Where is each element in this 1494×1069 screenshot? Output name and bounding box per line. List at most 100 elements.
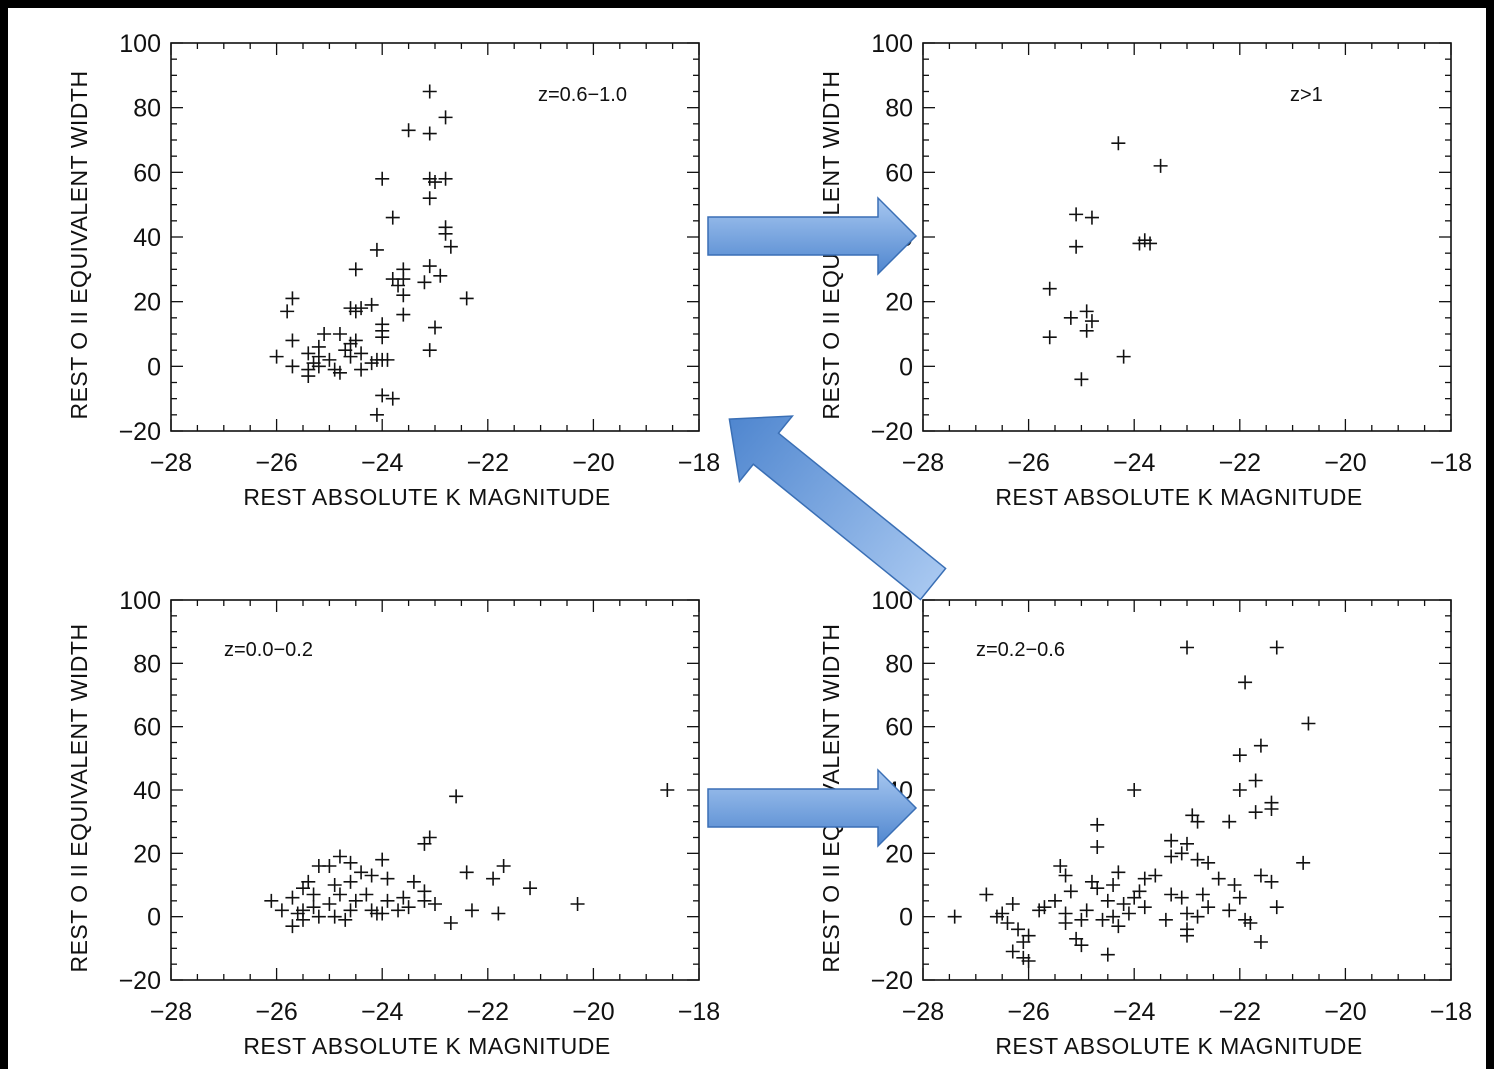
y-tick-label: 80	[885, 95, 913, 123]
data-point-plus-marker	[1074, 912, 1089, 927]
data-point-plus-marker	[438, 171, 453, 186]
y-tick-label: 40	[133, 777, 161, 805]
data-point-plus-marker	[1264, 874, 1279, 889]
data-point-plus-marker	[1164, 833, 1179, 848]
x-tick-label: −28	[902, 449, 944, 477]
y-tick-label: 60	[885, 159, 913, 187]
y-tick-label: 80	[133, 95, 161, 123]
data-point-plus-marker	[369, 906, 384, 921]
y-axis-label: REST O II EQUIVALENT WIDTH	[66, 623, 92, 972]
y-tick-label: 100	[119, 587, 161, 615]
data-point-plus-marker	[375, 852, 390, 867]
data-point-plus-marker	[380, 871, 395, 886]
data-point-plus-marker	[1053, 859, 1068, 873]
data-point-plus-marker	[1090, 840, 1105, 854]
y-tick-label: 100	[871, 30, 913, 58]
data-point-plus-marker	[1248, 773, 1263, 788]
data-point-plus-marker	[1253, 738, 1268, 753]
data-point-plus-marker	[1180, 640, 1194, 655]
y-tick-label: 60	[133, 714, 161, 742]
y-tick-label: −20	[119, 418, 161, 446]
x-tick-label: −24	[1113, 998, 1156, 1026]
data-point-plus-marker	[364, 297, 379, 312]
data-point-plus-marker	[317, 327, 332, 341]
data-point-plus-marker	[301, 369, 316, 384]
data-point-plus-marker	[1269, 900, 1284, 915]
data-point-plus-marker	[491, 906, 506, 921]
data-point-plus-marker	[1111, 919, 1126, 934]
data-point-plus-marker	[1106, 878, 1121, 892]
data-point-plus-marker	[428, 320, 442, 335]
x-tick-label: −26	[1007, 998, 1049, 1026]
data-point-plus-marker	[496, 859, 511, 873]
data-point-plus-marker	[1079, 903, 1094, 918]
data-point-plus-marker	[327, 909, 342, 924]
data-point-plus-marker	[285, 359, 300, 374]
data-point-plus-marker	[1127, 783, 1142, 797]
data-point-plus-marker	[459, 291, 474, 306]
data-point-plus-marker	[327, 878, 342, 892]
data-point-plus-marker	[1153, 158, 1168, 173]
data-points	[947, 640, 1316, 968]
four-panel-scatter-figure: −28 −26 −24 −22 −20 −18 −20 0 20 40 60 80 100 REST AB…	[66, 30, 1472, 1059]
data-point-plus-marker	[1090, 881, 1105, 896]
data-point-plus-marker	[396, 288, 411, 303]
data-point-plus-marker	[280, 304, 295, 319]
data-point-plus-marker	[354, 865, 369, 880]
redshift-range-label: z=0.6−1.0	[538, 84, 627, 106]
data-point-plus-marker	[1016, 935, 1031, 949]
data-point-plus-marker	[428, 175, 442, 190]
data-point-plus-marker	[343, 349, 358, 364]
data-point-plus-marker	[348, 304, 363, 319]
data-point-plus-marker	[570, 897, 585, 911]
y-tick-label: 80	[133, 650, 161, 678]
y-tick-label: 0	[147, 904, 161, 932]
y-tick-label: 20	[133, 840, 161, 868]
data-point-plus-marker	[1232, 890, 1247, 905]
data-point-plus-marker	[1048, 893, 1062, 908]
data-point-plus-marker	[343, 855, 358, 870]
data-point-plus-marker	[438, 226, 453, 241]
x-tick-label: −24	[361, 449, 404, 477]
data-point-plus-marker	[391, 278, 406, 293]
arrow-diagonal-up-left-icon	[728, 415, 947, 601]
data-point-plus-marker	[1042, 281, 1057, 296]
data-point-plus-marker	[1211, 871, 1226, 886]
data-point-plus-marker	[1069, 207, 1084, 222]
scatter-panel-bottom-left: −28 −26 −24 −22 −20 −18 −20 0 20 40 60 80 100 REST AB…	[66, 587, 720, 1059]
data-point-plus-marker	[1164, 849, 1179, 864]
data-point-plus-marker	[459, 865, 474, 880]
data-point-plus-marker	[1111, 865, 1126, 880]
data-point-plus-marker	[301, 346, 316, 361]
x-axis-label: REST ABSOLUTE K MAGNITUDE	[243, 1033, 610, 1059]
data-point-plus-marker	[375, 171, 390, 186]
data-point-plus-marker	[1238, 675, 1253, 690]
data-point-plus-marker	[354, 346, 369, 361]
data-point-plus-marker	[464, 903, 479, 918]
y-ticks	[923, 42, 1451, 432]
data-point-plus-marker	[1063, 310, 1078, 325]
data-point-plus-marker	[443, 916, 458, 930]
data-point-plus-marker	[1190, 814, 1205, 829]
data-point-plus-marker	[1058, 868, 1073, 883]
data-point-plus-marker	[375, 330, 390, 345]
data-point-plus-marker	[311, 859, 326, 873]
data-point-plus-marker	[1174, 890, 1189, 905]
data-point-plus-marker	[1005, 897, 1020, 911]
data-point-plus-marker	[285, 919, 300, 934]
data-point-plus-marker	[1069, 239, 1084, 254]
data-point-plus-marker	[285, 890, 300, 905]
data-points	[1042, 136, 1168, 387]
data-points	[269, 84, 474, 422]
data-point-plus-marker	[433, 268, 448, 283]
data-point-plus-marker	[354, 362, 369, 377]
x-tick-label: −28	[150, 998, 192, 1026]
redshift-range-label: z=0.0−0.2	[224, 639, 313, 661]
data-point-plus-marker	[1222, 903, 1237, 918]
data-point-plus-marker	[1116, 897, 1131, 911]
arrow-right-top-icon	[707, 196, 918, 276]
data-point-plus-marker	[1021, 954, 1036, 968]
data-point-plus-marker	[369, 407, 384, 422]
x-tick-label: −20	[1324, 449, 1366, 477]
data-point-plus-marker	[1090, 817, 1105, 832]
